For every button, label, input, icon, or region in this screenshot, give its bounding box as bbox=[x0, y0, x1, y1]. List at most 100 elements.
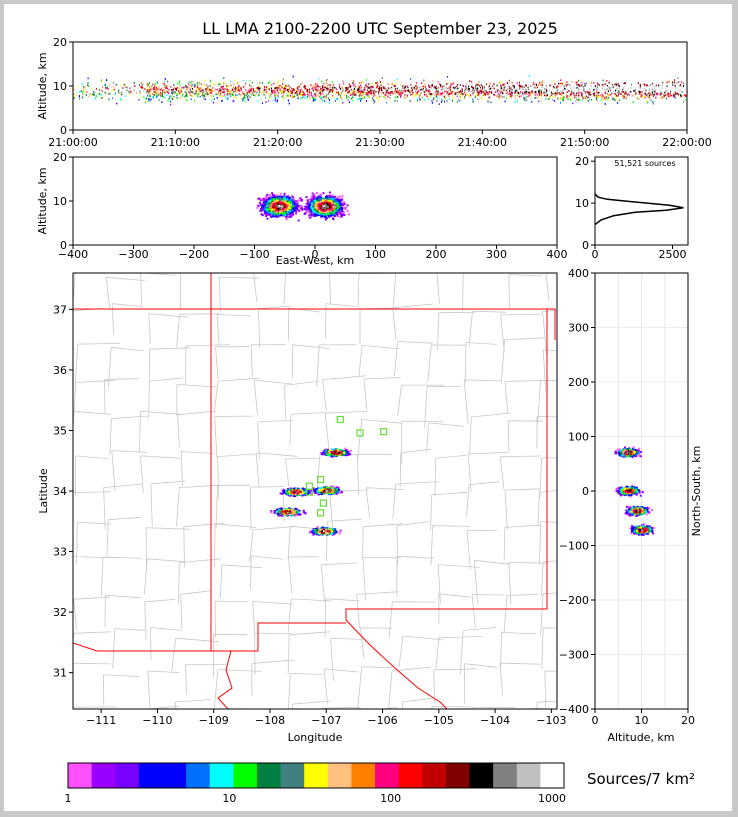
time-source-mark bbox=[375, 82, 377, 84]
time-source-mark bbox=[314, 94, 316, 97]
time-source-mark bbox=[219, 83, 221, 85]
time-source-mark bbox=[359, 95, 361, 97]
time-source-mark bbox=[685, 88, 687, 90]
time-source-mark bbox=[202, 89, 204, 91]
time-source-mark bbox=[356, 91, 358, 93]
time-source-mark bbox=[91, 93, 93, 96]
time-source-mark bbox=[570, 90, 571, 92]
time-source-mark bbox=[162, 83, 164, 85]
time-source-mark bbox=[361, 96, 363, 98]
time-source-mark bbox=[215, 93, 217, 95]
time-source-mark bbox=[258, 86, 260, 88]
time-source-mark bbox=[370, 87, 372, 90]
time-source-mark bbox=[347, 99, 349, 101]
time-source-mark bbox=[148, 90, 150, 93]
time-source-mark bbox=[82, 91, 84, 93]
time-source-mark bbox=[651, 82, 653, 85]
time-source-mark bbox=[122, 87, 124, 89]
time-source-mark bbox=[633, 90, 635, 92]
time-source-mark bbox=[504, 85, 506, 88]
time-source-mark bbox=[425, 89, 427, 91]
time-source-mark bbox=[235, 86, 236, 89]
time-source-mark bbox=[578, 79, 579, 82]
time-source-mark bbox=[208, 89, 209, 91]
time-source-mark bbox=[406, 89, 408, 92]
time-source-mark bbox=[576, 84, 578, 86]
time-source-mark bbox=[607, 96, 609, 99]
time-source-mark bbox=[598, 91, 600, 94]
time-source-mark bbox=[395, 90, 397, 93]
time-source-mark bbox=[283, 91, 285, 93]
time-source-mark bbox=[618, 83, 619, 85]
time-source-mark bbox=[268, 94, 270, 97]
time-source-mark bbox=[315, 89, 317, 91]
time-source-mark bbox=[346, 95, 348, 97]
time-source-mark bbox=[159, 94, 161, 96]
time-source-mark bbox=[148, 89, 149, 91]
time-source-mark bbox=[508, 83, 510, 86]
time-source-mark bbox=[525, 84, 527, 87]
time-source-mark bbox=[428, 92, 430, 95]
time-source-mark bbox=[608, 86, 610, 88]
time-source-mark bbox=[621, 85, 623, 87]
time-source-mark bbox=[149, 90, 151, 93]
time-source-mark bbox=[447, 87, 449, 90]
time-source-mark bbox=[244, 85, 246, 88]
time-source-mark bbox=[668, 81, 670, 83]
time-source-mark bbox=[546, 90, 547, 92]
time-source-mark bbox=[477, 83, 479, 86]
time-source-mark bbox=[337, 92, 339, 95]
time-source-mark bbox=[360, 82, 362, 84]
time-source-mark bbox=[321, 90, 322, 93]
time-source-mark bbox=[419, 86, 421, 89]
time-source-mark bbox=[283, 92, 285, 94]
time-source-mark bbox=[667, 80, 669, 83]
time-source-mark bbox=[274, 93, 276, 96]
time-source-mark bbox=[578, 88, 580, 91]
time-source-mark bbox=[79, 97, 81, 100]
time-source-mark bbox=[459, 95, 461, 98]
time-source-mark bbox=[623, 96, 625, 99]
time-source-mark bbox=[386, 90, 387, 92]
time-source-mark bbox=[556, 93, 558, 95]
time-source-mark bbox=[461, 93, 463, 96]
time-source-mark bbox=[647, 95, 649, 98]
chart-title: LL LMA 2100-2200 UTC September 23, 2025 bbox=[202, 19, 558, 38]
time-source-mark bbox=[680, 95, 682, 97]
time-source-mark bbox=[625, 92, 627, 95]
time-source-mark bbox=[436, 100, 438, 102]
time-source-mark bbox=[562, 99, 564, 101]
time-source-mark bbox=[575, 87, 577, 89]
time-source-mark bbox=[278, 87, 280, 89]
time-source-mark bbox=[248, 94, 250, 97]
time-source-mark bbox=[433, 89, 435, 91]
time-source-mark bbox=[147, 100, 149, 103]
time-source-mark bbox=[597, 83, 599, 86]
time-source-mark bbox=[662, 81, 664, 84]
time-source-mark bbox=[519, 92, 521, 95]
time-source-mark bbox=[414, 95, 416, 98]
time-source-mark bbox=[161, 93, 163, 96]
time-source-mark bbox=[562, 92, 564, 94]
time-source-mark bbox=[484, 94, 486, 96]
time-source-mark bbox=[196, 92, 197, 94]
time-source-mark bbox=[615, 95, 617, 98]
time-source-mark bbox=[447, 81, 449, 83]
time-source-mark bbox=[587, 88, 589, 91]
time-source-mark bbox=[252, 92, 254, 94]
time-source-mark bbox=[541, 93, 543, 95]
time-source-mark bbox=[549, 96, 551, 99]
time-source-mark bbox=[445, 90, 447, 92]
time-source-mark bbox=[540, 94, 542, 97]
time-source-mark bbox=[255, 90, 257, 93]
time-source-mark bbox=[679, 89, 681, 91]
time-source-mark bbox=[623, 97, 625, 100]
time-source-mark bbox=[462, 90, 463, 93]
time-source-mark bbox=[194, 84, 196, 86]
time-source-mark bbox=[76, 94, 78, 96]
time-source-mark bbox=[236, 89, 238, 92]
time-source-mark bbox=[328, 99, 330, 101]
time-source-mark bbox=[633, 91, 635, 93]
time-source-mark bbox=[341, 98, 343, 101]
time-source-mark bbox=[584, 83, 585, 85]
